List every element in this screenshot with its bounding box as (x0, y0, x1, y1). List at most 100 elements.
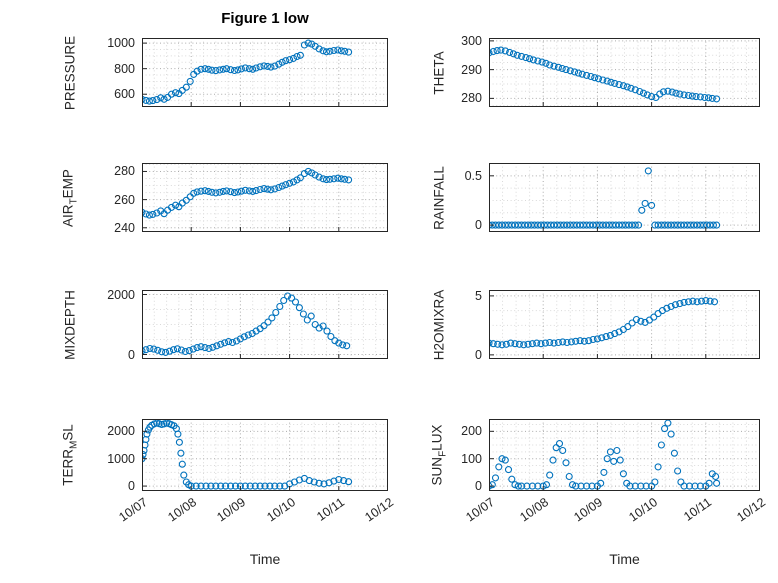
data-point (542, 59, 550, 67)
plot-area-terr_msl (142, 419, 388, 491)
data-point (300, 41, 308, 49)
data-point (222, 482, 230, 490)
data-point (337, 175, 345, 183)
data-point (610, 457, 618, 465)
data-point (256, 63, 264, 71)
data-point (498, 341, 506, 349)
data-point (166, 347, 174, 355)
data-point (546, 338, 554, 347)
data-point (684, 298, 693, 306)
data-point (656, 90, 664, 98)
data-point (153, 209, 161, 217)
data-point (495, 463, 503, 471)
y-tick-label: 600 (114, 87, 135, 102)
data-point (160, 95, 168, 103)
data-point (689, 297, 697, 305)
data-point (208, 66, 216, 74)
data-point (680, 482, 688, 490)
data-point (671, 301, 679, 309)
data-point (563, 338, 571, 347)
subplot-theta: 280 290 300 THETA (432, 34, 760, 107)
data-point (643, 91, 651, 99)
data-point (692, 93, 700, 101)
data-point (171, 89, 180, 97)
data-point (345, 48, 353, 56)
data-point (267, 63, 275, 71)
figure-title: Figure 1 low (221, 10, 309, 27)
data-point (230, 189, 239, 197)
data-point (696, 482, 704, 490)
data-point (205, 344, 213, 353)
data-point (201, 65, 209, 73)
subplot-rainfall: 0 0.5 RAINFALL (432, 163, 760, 232)
data-point (549, 456, 557, 464)
data-point (153, 96, 161, 104)
data-point (315, 324, 323, 332)
data-point (289, 54, 298, 62)
data-point (186, 77, 194, 85)
data-point (223, 65, 231, 73)
y-tick-label: 2000 (107, 424, 135, 439)
data-point (173, 345, 181, 353)
data-point (534, 482, 542, 490)
data-point (227, 482, 235, 490)
y-axis-label-air-temp: AIRTEMP (60, 168, 80, 227)
data-point (607, 78, 615, 86)
data-point (638, 206, 646, 214)
data-point (241, 482, 249, 490)
data-point (546, 471, 554, 479)
y-axis-label-terr-msl: TERRMSL (60, 424, 80, 486)
data-point (236, 335, 244, 343)
data-point (142, 95, 146, 103)
plot-area-h2omixra (489, 290, 760, 359)
data-point (234, 66, 242, 74)
x-tick-label: 10/11 (313, 495, 347, 524)
subplot-sun-flux: 0 100 200 SUNFLUX 10/07 10/08 10/09 10/10 10/11 1… (430, 419, 768, 524)
data-point (636, 87, 644, 96)
data-point (706, 297, 714, 305)
data-point (209, 343, 217, 351)
data-point (576, 337, 584, 345)
data-point (599, 76, 607, 84)
y-axis-label-theta: THETA (431, 50, 447, 95)
data-point (293, 52, 301, 61)
data-point (319, 175, 327, 183)
data-point (506, 48, 514, 56)
data-point (619, 82, 627, 90)
data-point (626, 482, 634, 490)
data-point (319, 322, 327, 330)
data-point (670, 449, 678, 457)
data-point (552, 444, 560, 452)
subplot-mixdepth: 0 2000 MIXDEPTH (63, 288, 388, 362)
data-point (339, 341, 347, 349)
data-point (650, 313, 658, 321)
data-point (677, 478, 685, 486)
data-point (149, 210, 157, 218)
data-point (334, 46, 342, 54)
data-point (276, 302, 284, 311)
x-tick-label: 10/11 (680, 495, 714, 524)
data-point (528, 340, 536, 348)
data-point (345, 176, 353, 184)
y-tick-label: 0 (475, 218, 482, 233)
data-point (177, 346, 185, 354)
data-point (659, 88, 668, 96)
data-point (691, 482, 699, 490)
data-point (541, 339, 549, 347)
data-point (559, 338, 567, 346)
data-point (542, 481, 551, 489)
data-point (169, 346, 178, 354)
data-point (228, 338, 237, 347)
data-point (326, 175, 334, 183)
data-point (537, 340, 545, 348)
data-point (623, 83, 631, 91)
x-tick-label: 10/12 (734, 495, 769, 525)
data-point (162, 348, 170, 356)
data-point (266, 482, 274, 490)
data-point (511, 481, 519, 489)
data-point (603, 455, 611, 463)
data-point (588, 482, 596, 490)
data-point (326, 47, 334, 55)
data-point (260, 322, 268, 330)
